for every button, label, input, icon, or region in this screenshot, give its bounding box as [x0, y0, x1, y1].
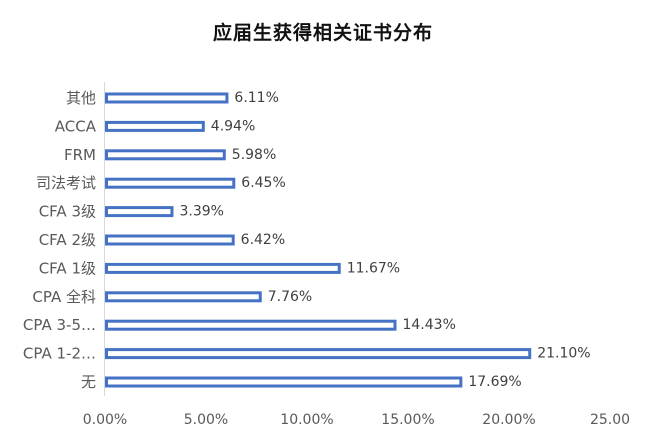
bar: [105, 177, 236, 189]
bar: [105, 262, 341, 274]
category-label: CPA 1-2…: [23, 345, 96, 363]
category-label: CFA 3级: [39, 203, 96, 221]
chart-title: 应届生获得相关证书分布: [212, 22, 433, 44]
data-label: 6.42%: [241, 232, 285, 248]
data-label: 6.11%: [234, 90, 278, 106]
data-label: 5.98%: [232, 147, 276, 163]
category-label: FRM: [64, 146, 96, 164]
category-label: CPA 3-5…: [23, 316, 96, 334]
category-label: CPA 全科: [32, 288, 96, 306]
x-tick-label: 20.00%: [482, 412, 535, 428]
bar: [105, 291, 262, 303]
data-label: 17.69%: [468, 374, 521, 390]
category-label: 无: [81, 373, 96, 391]
x-tick-label: 25.00: [590, 412, 630, 428]
data-label: 4.94%: [211, 118, 255, 134]
category-label: CFA 1级: [39, 259, 96, 277]
bar: [105, 120, 205, 132]
x-tick-label: 15.00%: [381, 412, 434, 428]
bar: [105, 149, 226, 161]
bar: [105, 376, 463, 388]
data-label: 11.67%: [347, 260, 400, 276]
bar: [105, 319, 397, 331]
data-label: 14.43%: [402, 317, 455, 333]
bar: [105, 206, 174, 218]
data-label: 3.39%: [179, 204, 223, 220]
x-tick-label: 0.00%: [83, 412, 127, 428]
data-label: 7.76%: [268, 289, 312, 305]
data-label: 6.45%: [241, 175, 285, 191]
category-label: 司法考试: [36, 174, 96, 192]
bar: [105, 348, 532, 360]
category-label: ACCA: [55, 117, 97, 135]
bar: [105, 234, 235, 246]
bar: [105, 92, 229, 104]
x-tick-label: 5.00%: [184, 412, 228, 428]
data-label: 21.10%: [537, 346, 590, 362]
category-label: 其他: [66, 89, 96, 107]
x-tick-label: 10.00%: [280, 412, 333, 428]
category-label: CFA 2级: [39, 231, 96, 249]
